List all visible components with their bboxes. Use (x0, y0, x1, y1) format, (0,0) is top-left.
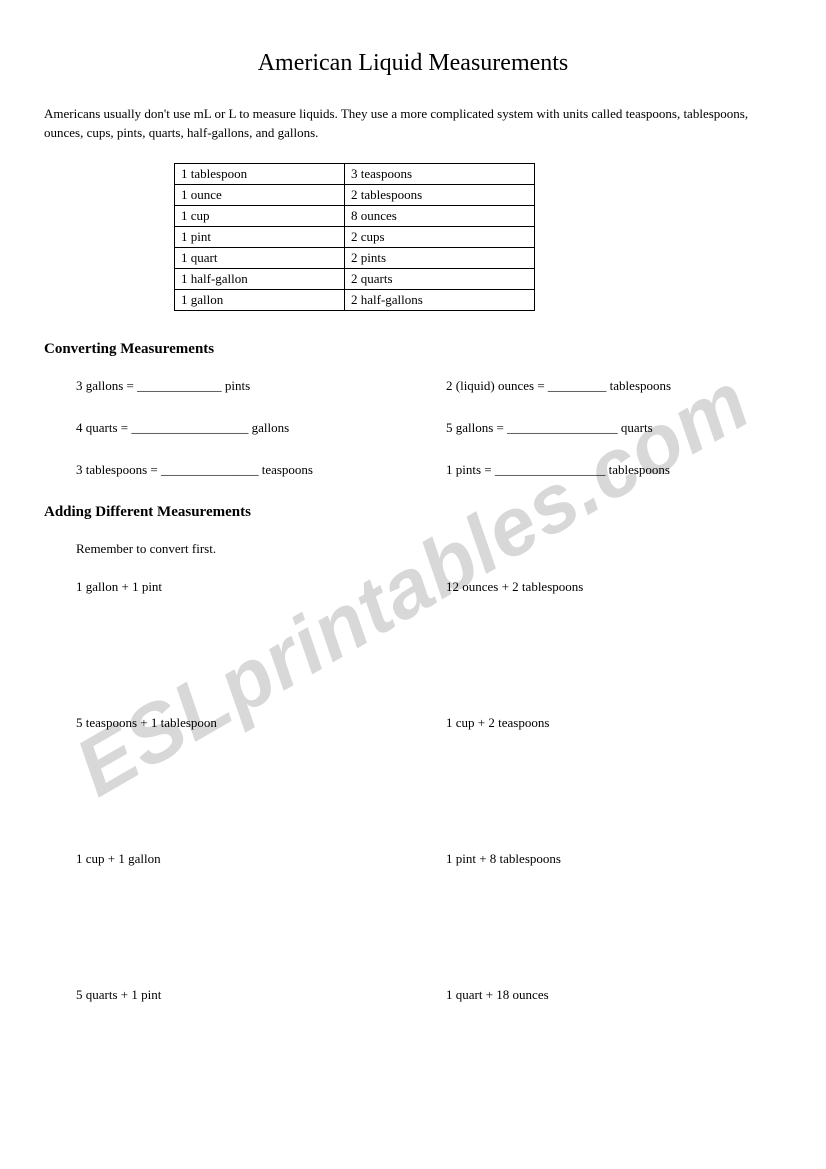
adding-right: 1 pint + 8 tablespoons (446, 851, 782, 867)
conversion-right: 1 pints = _________________ tablespoons (446, 462, 782, 478)
workspace-gap (44, 595, 782, 715)
conversion-right: 5 gallons = _________________ quarts (446, 420, 782, 436)
adding-left: 5 quarts + 1 pint (76, 987, 446, 1003)
adding-row: 1 cup + 1 gallon 1 pint + 8 tablespoons (44, 851, 782, 867)
adding-left: 5 teaspoons + 1 tablespoon (76, 715, 446, 731)
page-title: American Liquid Measurements (44, 50, 782, 77)
adding-right: 1 quart + 18 ounces (446, 987, 782, 1003)
intro-text: Americans usually don't use mL or L to m… (44, 105, 782, 143)
conversion-row: 3 tablespoons = _______________ teaspoon… (44, 462, 782, 478)
cell-right: 2 half-gallons (345, 289, 535, 310)
cell-right: 2 tablespoons (345, 184, 535, 205)
table-row: 1 quart 2 pints (175, 247, 535, 268)
conversion-row: 3 gallons = _____________ pints 2 (liqui… (44, 378, 782, 394)
adding-left: 1 gallon + 1 pint (76, 579, 446, 595)
conversion-left: 4 quarts = __________________ gallons (76, 420, 446, 436)
adding-right: 1 cup + 2 teaspoons (446, 715, 782, 731)
adding-left: 1 cup + 1 gallon (76, 851, 446, 867)
table-row: 1 cup 8 ounces (175, 205, 535, 226)
table-row: 1 gallon 2 half-gallons (175, 289, 535, 310)
cell-right: 2 cups (345, 226, 535, 247)
conversion-row: 4 quarts = __________________ gallons 5 … (44, 420, 782, 436)
conversion-right: 2 (liquid) ounces = _________ tablespoon… (446, 378, 782, 394)
adding-right: 12 ounces + 2 tablespoons (446, 579, 782, 595)
cell-right: 2 quarts (345, 268, 535, 289)
adding-row: 5 teaspoons + 1 tablespoon 1 cup + 2 tea… (44, 715, 782, 731)
page-content: American Liquid Measurements Americans u… (44, 50, 782, 1003)
cell-left: 1 cup (175, 205, 345, 226)
cell-right: 3 teaspoons (345, 163, 535, 184)
workspace-gap (44, 867, 782, 987)
adding-row: 5 quarts + 1 pint 1 quart + 18 ounces (44, 987, 782, 1003)
cell-left: 1 gallon (175, 289, 345, 310)
conversion-left: 3 gallons = _____________ pints (76, 378, 446, 394)
workspace-gap (44, 731, 782, 851)
cell-left: 1 pint (175, 226, 345, 247)
section-heading-converting: Converting Measurements (44, 341, 782, 358)
table-row: 1 half-gallon 2 quarts (175, 268, 535, 289)
cell-right: 8 ounces (345, 205, 535, 226)
section-heading-adding: Adding Different Measurements (44, 504, 782, 521)
conversion-table: 1 tablespoon 3 teaspoons 1 ounce 2 table… (174, 163, 535, 311)
section-note: Remember to convert first. (44, 541, 782, 557)
adding-row: 1 gallon + 1 pint 12 ounces + 2 tablespo… (44, 579, 782, 595)
table-row: 1 ounce 2 tablespoons (175, 184, 535, 205)
cell-left: 1 ounce (175, 184, 345, 205)
cell-left: 1 tablespoon (175, 163, 345, 184)
table-row: 1 pint 2 cups (175, 226, 535, 247)
cell-right: 2 pints (345, 247, 535, 268)
cell-left: 1 quart (175, 247, 345, 268)
cell-left: 1 half-gallon (175, 268, 345, 289)
table-row: 1 tablespoon 3 teaspoons (175, 163, 535, 184)
conversion-left: 3 tablespoons = _______________ teaspoon… (76, 462, 446, 478)
